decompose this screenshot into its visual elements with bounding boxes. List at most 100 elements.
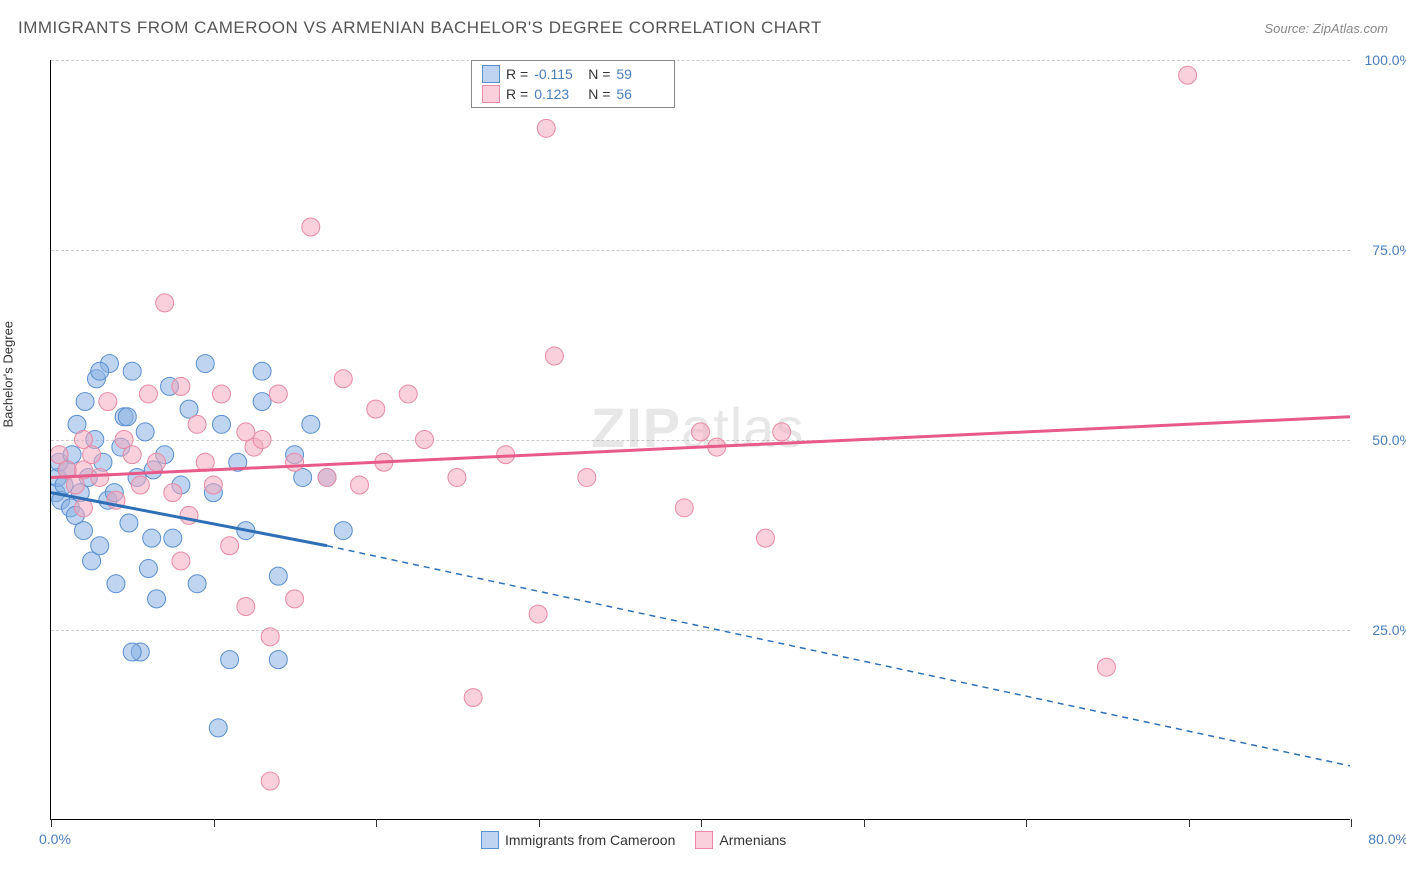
legend-series-label: Armenians <box>719 832 786 848</box>
scatter-point-cameroon <box>213 415 231 433</box>
scatter-point-cameroon <box>91 537 109 555</box>
y-tick-label: 50.0% <box>1372 432 1406 448</box>
scatter-point-cameroon <box>269 651 287 669</box>
scatter-point-cameroon <box>334 522 352 540</box>
legend-n-value: 56 <box>616 86 664 102</box>
scatter-point-armenians <box>148 453 166 471</box>
scatter-point-armenians <box>675 499 693 517</box>
legend-r-label: R = <box>506 86 528 102</box>
scatter-point-cameroon <box>136 423 154 441</box>
legend-swatch-armenians <box>695 831 713 849</box>
scatter-point-armenians <box>172 552 190 570</box>
scatter-point-cameroon <box>221 651 239 669</box>
plot-area: ZIPatlas 25.0%50.0%75.0%100.0% R =-0.115… <box>50 60 1350 820</box>
legend-r-value: 0.123 <box>534 86 582 102</box>
x-tick <box>864 819 865 827</box>
scatter-point-armenians <box>237 423 255 441</box>
x-tick <box>1026 819 1027 827</box>
legend-series-item-cameroon: Immigrants from Cameroon <box>481 831 675 849</box>
scatter-point-armenians <box>773 423 791 441</box>
scatter-point-armenians <box>756 529 774 547</box>
scatter-point-cameroon <box>123 643 141 661</box>
scatter-point-armenians <box>545 347 563 365</box>
legend-swatch-armenians <box>482 85 500 103</box>
scatter-point-cameroon <box>91 362 109 380</box>
x-tick <box>1189 819 1190 827</box>
scatter-point-cameroon <box>253 393 271 411</box>
y-axis-label: Bachelor's Degree <box>1 321 16 428</box>
x-tick-label-last: 80.0% <box>1368 831 1406 847</box>
scatter-point-cameroon <box>143 529 161 547</box>
legend-n-label: N = <box>588 86 610 102</box>
scatter-point-cameroon <box>76 393 94 411</box>
chart-header: IMMIGRANTS FROM CAMEROON VS ARMENIAN BAC… <box>18 18 1388 38</box>
scatter-point-armenians <box>261 628 279 646</box>
scatter-point-armenians <box>464 689 482 707</box>
scatter-point-armenians <box>334 370 352 388</box>
scatter-point-cameroon <box>302 415 320 433</box>
scatter-point-armenians <box>91 468 109 486</box>
trendline-cameroon-extrapolated <box>327 546 1350 766</box>
x-tick <box>214 819 215 827</box>
scatter-point-cameroon <box>74 522 92 540</box>
legend-series: Immigrants from Cameroon Armenians <box>481 831 786 849</box>
scatter-point-armenians <box>131 476 149 494</box>
scatter-point-armenians <box>367 400 385 418</box>
scatter-point-cameroon <box>118 408 136 426</box>
scatter-point-armenians <box>318 468 336 486</box>
legend-stats-row-armenians: R = 0.123 N = 56 <box>482 84 664 104</box>
scatter-point-cameroon <box>123 362 141 380</box>
scatter-point-armenians <box>204 476 222 494</box>
scatter-point-cameroon <box>188 575 206 593</box>
x-tick-label-first: 0.0% <box>39 831 71 847</box>
scatter-point-armenians <box>399 385 417 403</box>
scatter-point-armenians <box>139 385 157 403</box>
scatter-point-armenians <box>448 468 466 486</box>
y-tick-label: 100.0% <box>1365 52 1406 68</box>
chart-title: IMMIGRANTS FROM CAMEROON VS ARMENIAN BAC… <box>18 18 822 38</box>
x-tick <box>701 819 702 827</box>
scatter-point-armenians <box>83 446 101 464</box>
scatter-point-armenians <box>1179 66 1197 84</box>
scatter-point-armenians <box>578 468 596 486</box>
chart-svg <box>51 60 1350 819</box>
scatter-point-armenians <box>123 446 141 464</box>
scatter-point-armenians <box>692 423 710 441</box>
scatter-point-armenians <box>99 393 117 411</box>
chart-source: Source: ZipAtlas.com <box>1264 21 1388 36</box>
legend-n-value: 59 <box>616 66 664 82</box>
scatter-point-armenians <box>537 119 555 137</box>
scatter-point-armenians <box>529 605 547 623</box>
x-tick <box>1351 819 1352 827</box>
scatter-point-armenians <box>286 453 304 471</box>
scatter-point-armenians <box>237 597 255 615</box>
scatter-point-armenians <box>253 431 271 449</box>
x-tick <box>539 819 540 827</box>
scatter-point-cameroon <box>120 514 138 532</box>
legend-r-value: -0.115 <box>534 66 582 82</box>
scatter-point-cameroon <box>209 719 227 737</box>
scatter-point-armenians <box>1097 658 1115 676</box>
scatter-point-armenians <box>261 772 279 790</box>
scatter-point-armenians <box>172 377 190 395</box>
scatter-point-cameroon <box>196 355 214 373</box>
legend-n-label: N = <box>588 66 610 82</box>
legend-stats: R = -0.115 N = 59 R = 0.123 N = 56 <box>471 60 675 108</box>
scatter-point-cameroon <box>164 529 182 547</box>
legend-swatch-cameroon <box>481 831 499 849</box>
scatter-point-armenians <box>269 385 287 403</box>
x-tick <box>51 819 52 827</box>
legend-series-item-armenians: Armenians <box>695 831 786 849</box>
scatter-point-armenians <box>351 476 369 494</box>
scatter-point-armenians <box>415 431 433 449</box>
scatter-point-armenians <box>164 484 182 502</box>
legend-swatch-cameroon <box>482 65 500 83</box>
scatter-point-armenians <box>213 385 231 403</box>
y-tick-label: 25.0% <box>1372 622 1406 638</box>
x-tick <box>376 819 377 827</box>
legend-stats-row-cameroon: R =-0.115N =59 <box>482 64 664 84</box>
scatter-point-cameroon <box>148 590 166 608</box>
scatter-point-armenians <box>156 294 174 312</box>
y-tick-label: 75.0% <box>1372 242 1406 258</box>
scatter-point-armenians <box>221 537 239 555</box>
